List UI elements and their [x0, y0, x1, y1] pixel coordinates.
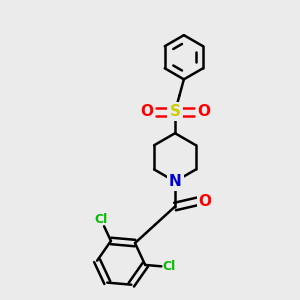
Text: Cl: Cl: [94, 213, 108, 226]
Text: O: O: [197, 104, 210, 119]
Text: S: S: [169, 104, 181, 119]
Text: Cl: Cl: [162, 260, 175, 274]
Text: O: O: [198, 194, 211, 209]
Text: O: O: [140, 104, 153, 119]
Text: N: N: [169, 174, 182, 189]
